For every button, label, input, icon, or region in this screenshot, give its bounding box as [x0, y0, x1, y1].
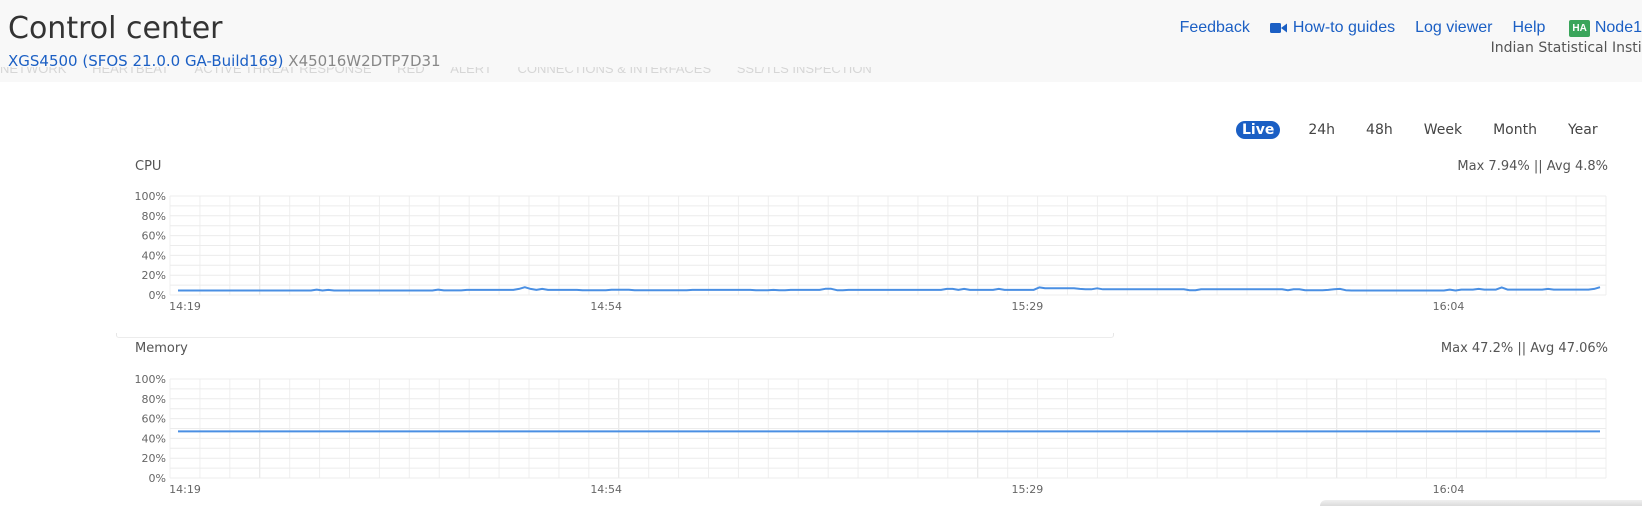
- feedback-link[interactable]: Feedback: [1179, 19, 1250, 36]
- device-model-link[interactable]: XGS4500 (SFOS 21.0.0 GA-Build169): [8, 52, 284, 70]
- cpu-y-tick-label: 0%: [149, 289, 166, 302]
- cpu-y-tick-label: 80%: [142, 210, 166, 223]
- log-viewer-link[interactable]: Log viewer: [1415, 19, 1493, 36]
- memory-x-tick-label: 14:19: [169, 483, 201, 496]
- chart-divider: [116, 333, 1114, 338]
- device-serial: X45016W2DTP7D31: [288, 52, 441, 70]
- memory-y-tick-label: 60%: [142, 413, 166, 426]
- tab-alert[interactable]: ALERT: [450, 67, 492, 76]
- memory-y-tick-label: 80%: [142, 393, 166, 406]
- range-live-button[interactable]: Live: [1236, 121, 1281, 139]
- memory-x-tick-label: 16:04: [1433, 483, 1465, 496]
- memory-chart-title: Memory: [135, 341, 188, 356]
- memory-x-tick-label: 14:54: [590, 483, 622, 496]
- cpu-x-tick-label: 14:54: [590, 300, 622, 313]
- cpu-y-tick-label: 20%: [142, 269, 166, 282]
- tab-heartbeat[interactable]: HEARTBEAT: [92, 67, 169, 76]
- cpu-y-tick-label: 100%: [135, 190, 166, 203]
- cpu-y-tick-label: 40%: [142, 249, 166, 262]
- range-year-button[interactable]: Year: [1567, 122, 1598, 138]
- tab-network[interactable]: NETWORK: [0, 67, 67, 76]
- cpu-x-tick-label: 16:04: [1433, 300, 1465, 313]
- range-24h-button[interactable]: 24h: [1308, 122, 1336, 138]
- tab-connections-interfaces[interactable]: CONNECTIONS & INTERFACES: [517, 67, 712, 76]
- range-month-button[interactable]: Month: [1493, 122, 1537, 138]
- cpu-x-tick-label: 14:19: [169, 300, 201, 313]
- video-camera-icon: [1269, 23, 1287, 33]
- memory-y-tick-label: 100%: [135, 373, 166, 386]
- tab-red[interactable]: RED: [397, 67, 425, 76]
- range-48h-button[interactable]: 48h: [1366, 122, 1393, 138]
- node-link[interactable]: Node1: [1594, 19, 1642, 36]
- memory-y-tick-label: 20%: [142, 452, 166, 465]
- tab-ssl-tls-inspection[interactable]: SSL/TLS INSPECTION: [736, 67, 872, 76]
- page-title: Control center: [8, 11, 223, 46]
- header-bar: Control center XGS4500 (SFOS 21.0.0 GA-B…: [0, 0, 1642, 82]
- memory-y-tick-label: 40%: [142, 432, 166, 445]
- memory-x-tick-label: 15:29: [1012, 483, 1044, 496]
- tab-strip-ghost: NETWORK HEARTBEAT ACTIVE THREAT RESPONSE…: [0, 67, 894, 81]
- time-range-selector: Live 24h 48h Week Month Year: [1236, 121, 1598, 139]
- help-link[interactable]: Help: [1512, 19, 1546, 36]
- ha-badge: HA: [1569, 19, 1590, 37]
- range-week-button[interactable]: Week: [1423, 122, 1463, 138]
- tab-active-threat-response[interactable]: ACTIVE THREAT RESPONSE: [194, 67, 372, 76]
- memory-chart-stats: Max 47.2% || Avg 47.06%: [1440, 341, 1608, 356]
- cpu-chart-title: CPU: [135, 159, 162, 174]
- organization-name: Indian Statistical Institu: [1490, 40, 1642, 56]
- cpu-series-line: [178, 286, 1601, 292]
- how-to-guides-label: How-to guides: [1292, 19, 1396, 36]
- memory-y-tick-label: 0%: [149, 472, 166, 485]
- cpu-chart-stats: Max 7.94% || Avg 4.8%: [1457, 159, 1608, 174]
- top-links: Feedback How-to guides Log viewer Help H…: [1160, 17, 1642, 39]
- how-to-guides-link[interactable]: How-to guides: [1269, 19, 1396, 37]
- cpu-y-tick-label: 60%: [142, 230, 166, 243]
- bottom-panel-shadow: [1320, 500, 1642, 506]
- cpu-x-tick-label: 15:29: [1012, 300, 1044, 313]
- device-info: XGS4500 (SFOS 21.0.0 GA-Build169) X45016…: [8, 52, 441, 70]
